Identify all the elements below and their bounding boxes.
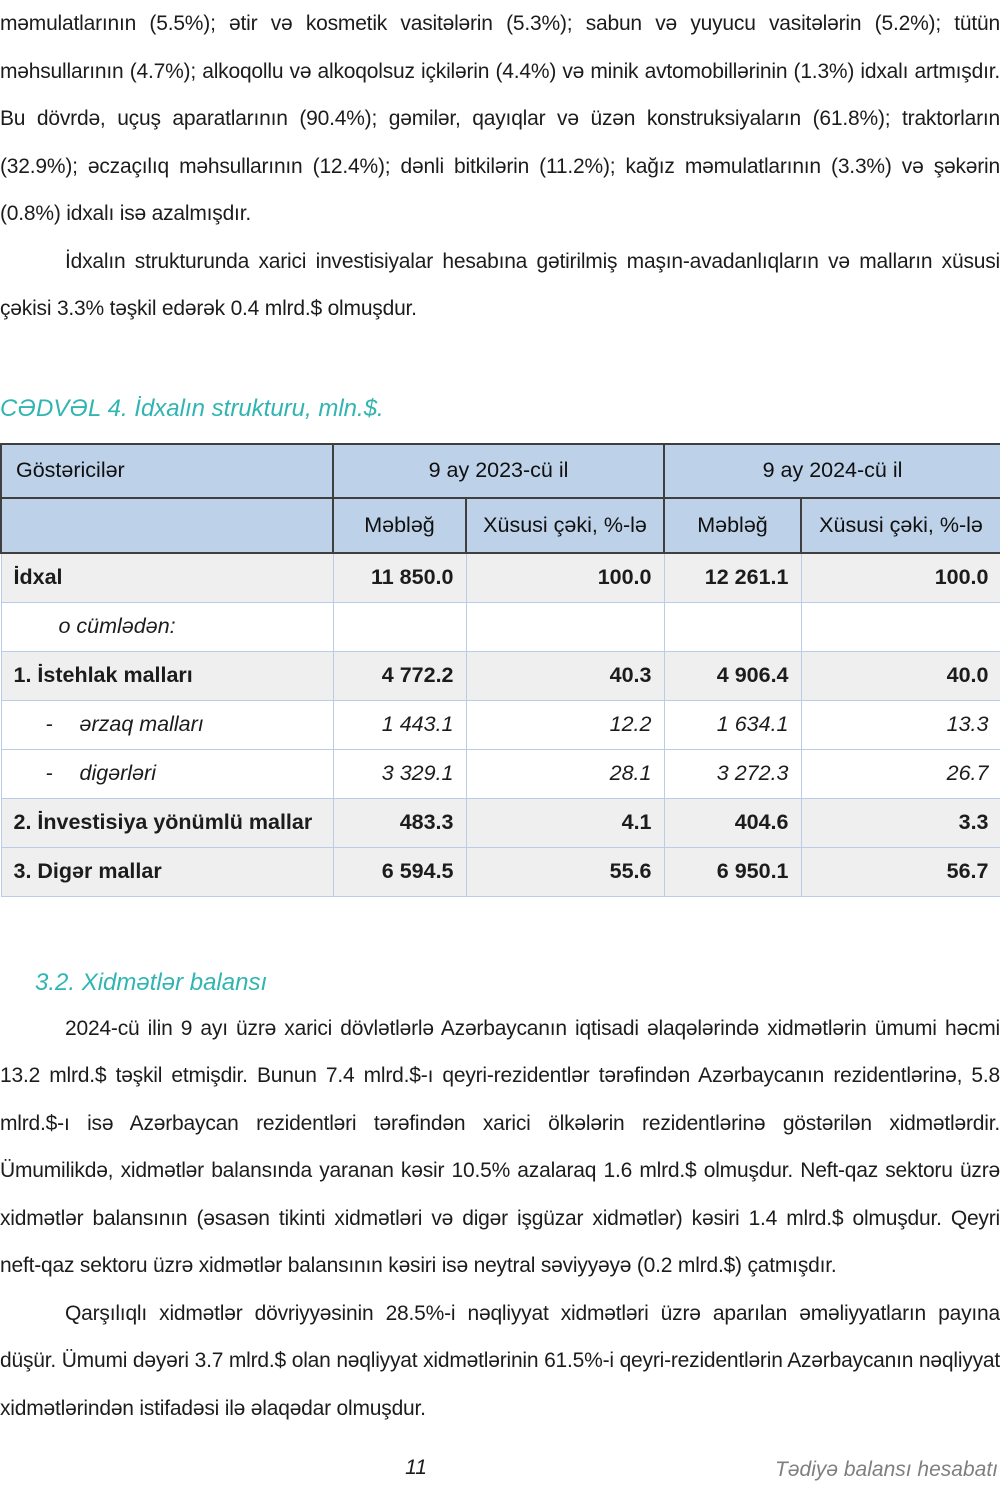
column-group-2023: 9 ay 2023-cü il xyxy=(332,442,665,499)
cell-value: 3.3 xyxy=(800,797,1000,848)
cell-value: 56.7 xyxy=(800,846,1000,897)
section-heading-services-balance: 3.2. Xidmətlər balansı xyxy=(35,968,268,996)
cell-value: 12 261.1 xyxy=(663,552,802,603)
column-group-2024: 9 ay 2024-cü il xyxy=(663,442,1000,499)
column-header-empty xyxy=(0,496,334,554)
cell-value xyxy=(663,601,802,652)
cell-value: 4 772.2 xyxy=(332,650,467,701)
column-header-amount-2024: Məbləğ xyxy=(663,496,802,554)
row-label: 3. Digər mallar xyxy=(0,846,334,897)
cell-value: 11 850.0 xyxy=(332,552,467,603)
column-header-share-2024: Xüsusi çəki, %-lə xyxy=(800,496,1000,554)
cell-value: 483.3 xyxy=(332,797,467,848)
paragraph-transport-services: Qarşılıqlı xidmətlər dövriyyəsinin 28.5%… xyxy=(0,1301,1000,1420)
column-header-indicators: Göstəricilər xyxy=(0,442,334,499)
cell-value: 4 906.4 xyxy=(663,650,802,701)
table-row: İdxal 11 850.0 100.0 12 261.1 100.0 xyxy=(0,552,1000,603)
cell-value: 26.7 xyxy=(800,748,1000,799)
table-row: 1. İstehlak malları 4 772.2 40.3 4 906.4… xyxy=(0,650,1000,701)
cell-value: 13.3 xyxy=(800,699,1000,750)
table-row: - ərzaq malları 1 443.1 12.2 1 634.1 13.3 xyxy=(0,699,1000,750)
cell-value: 1 443.1 xyxy=(332,699,467,750)
table-row: 3. Digər mallar 6 594.5 55.6 6 950.1 56.… xyxy=(0,846,1000,897)
imports-structure-table: Göstəricilər 9 ay 2023-cü il 9 ay 2024-c… xyxy=(0,442,1000,897)
row-label: - digərləri xyxy=(0,748,334,799)
page-number: 11 xyxy=(405,1456,427,1479)
cell-value: 40.0 xyxy=(800,650,1000,701)
cell-value: 3 329.1 xyxy=(332,748,467,799)
dash-bullet: - xyxy=(45,712,53,736)
row-label: 1. İstehlak malları xyxy=(0,650,334,701)
cell-value: 28.1 xyxy=(465,748,665,799)
paragraph-imports-structure: İdxalın strukturunda xarici investisiyal… xyxy=(0,249,1000,321)
column-header-amount-2023: Məbləğ xyxy=(332,496,467,554)
cell-value: 1 634.1 xyxy=(663,699,802,750)
table-header-sub-row: Məbləğ Xüsusi çəki, %-lə Məbləğ Xüsusi ç… xyxy=(0,496,1000,554)
cell-value: 100.0 xyxy=(465,552,665,603)
row-label: - ərzaq malları xyxy=(0,699,334,750)
paragraph-services-balance: 2024-cü ilin 9 ayı üzrə xarici dövlətlər… xyxy=(0,1016,1000,1278)
cell-value: 3 272.3 xyxy=(663,748,802,799)
cell-value: 100.0 xyxy=(800,552,1000,603)
cell-value: 6 950.1 xyxy=(663,846,802,897)
cell-value: 4.1 xyxy=(465,797,665,848)
row-label: 2. İnvestisiya yönümlü mallar xyxy=(0,797,334,848)
table-row: - digərləri 3 329.1 28.1 3 272.3 26.7 xyxy=(0,748,1000,799)
row-label-text: ərzaq malları xyxy=(79,712,204,736)
row-label: İdxal xyxy=(0,552,334,603)
dash-bullet: - xyxy=(45,761,53,785)
table-row: 2. İnvestisiya yönümlü mallar 483.3 4.1 … xyxy=(0,797,1000,848)
table-header-group-row: Göstəricilər 9 ay 2023-cü il 9 ay 2024-c… xyxy=(0,442,1000,499)
cell-value: 12.2 xyxy=(465,699,665,750)
row-label-text: digərləri xyxy=(79,761,156,785)
cell-value: 55.6 xyxy=(465,846,665,897)
row-label: o cümlədən: xyxy=(0,601,334,652)
cell-value xyxy=(332,601,467,652)
cell-value: 6 594.5 xyxy=(332,846,467,897)
cell-value xyxy=(465,601,665,652)
table-row: o cümlədən: xyxy=(0,601,1000,652)
footer-report-title: Tədiyə balansı hesabatı xyxy=(775,1458,998,1481)
column-header-share-2023: Xüsusi çəki, %-lə xyxy=(465,496,665,554)
cell-value xyxy=(800,601,1000,652)
cell-value: 40.3 xyxy=(465,650,665,701)
table-caption: CƏDVƏL 4. İdxalın strukturu, mln.$. xyxy=(0,394,384,422)
paragraph-imports-growth: məmulatlarının (5.5%); ətir və kosmetik … xyxy=(0,12,1000,225)
cell-value: 404.6 xyxy=(663,797,802,848)
